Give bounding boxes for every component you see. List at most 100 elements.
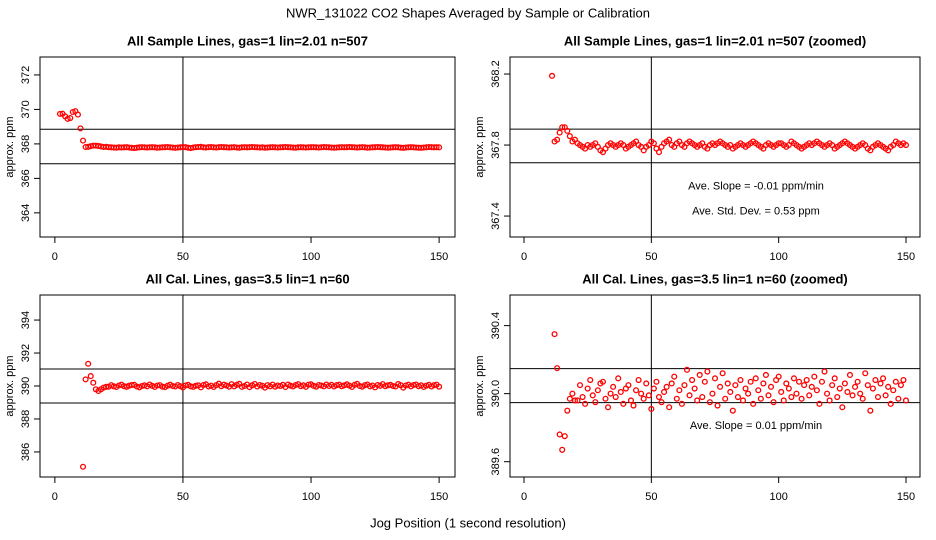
data-point <box>582 400 589 407</box>
data-point <box>729 407 736 414</box>
x-tick-label: 0 <box>52 491 58 503</box>
data-point <box>826 397 833 404</box>
data-point <box>615 375 622 382</box>
data-point <box>576 382 584 389</box>
data-point <box>780 397 787 404</box>
y-axis-label: approx. ppm <box>4 116 16 177</box>
y-tick-label: 367.8 <box>490 131 502 159</box>
x-tick-label: 150 <box>430 491 448 503</box>
data-point <box>722 395 729 402</box>
data-point <box>668 380 675 387</box>
y-tick-label: 394 <box>20 311 32 329</box>
data-point <box>699 394 706 401</box>
data-point <box>645 392 652 399</box>
data-point <box>559 446 566 453</box>
data-point <box>801 382 808 389</box>
data-point <box>612 394 619 401</box>
data-point <box>762 371 769 378</box>
y-tick-label: 370 <box>20 100 32 118</box>
data-point <box>857 390 864 397</box>
x-tick-label: 100 <box>769 491 787 503</box>
data-point <box>389 382 397 390</box>
x-tick-label: 100 <box>302 251 320 263</box>
data-point <box>745 390 752 397</box>
data-point <box>767 383 775 390</box>
panel-title: All Cal. Lines, gas=3.5 lin=1 n=60 <box>145 271 349 286</box>
data-point <box>128 381 135 389</box>
y-tick-label: 390.0 <box>490 380 502 408</box>
panel-title: All Sample Lines, gas=1 lin=2.01 n=507 (… <box>564 33 866 48</box>
data-point <box>755 387 762 394</box>
y-tick-label: 368.2 <box>490 60 502 88</box>
data-point <box>686 392 693 399</box>
data-point <box>844 388 851 396</box>
plot-frame <box>509 56 921 238</box>
data-point <box>103 383 110 390</box>
data-point <box>85 360 92 367</box>
data-point <box>900 376 907 384</box>
data-point <box>852 383 859 390</box>
x-tick-label: 100 <box>302 491 320 503</box>
x-tick-label: 150 <box>897 491 915 503</box>
data-point <box>872 376 879 384</box>
data-point <box>56 110 64 117</box>
data-point <box>757 395 764 402</box>
data-point <box>689 376 696 384</box>
x-tick-label: 50 <box>177 491 189 503</box>
data-point <box>783 380 790 387</box>
data-point <box>902 141 910 149</box>
data-point <box>877 380 884 387</box>
data-point <box>706 399 713 406</box>
data-point <box>574 397 581 404</box>
data-point <box>859 395 866 402</box>
data-point <box>709 390 716 397</box>
figure-title: NWR_131022 CO2 Shapes Averaged by Sample… <box>286 5 650 20</box>
data-point <box>727 388 734 396</box>
data-point <box>778 388 785 396</box>
data-point <box>650 385 657 392</box>
data-point <box>604 404 612 411</box>
data-point <box>831 375 838 382</box>
data-point <box>556 129 563 136</box>
data-point <box>765 392 772 399</box>
x-tick-label: 50 <box>177 251 189 263</box>
data-point <box>788 394 795 401</box>
data-point <box>655 394 663 401</box>
data-point <box>902 397 910 404</box>
data-point <box>633 387 640 394</box>
data-point <box>742 385 749 392</box>
data-point <box>666 404 673 411</box>
data-point <box>846 371 854 378</box>
data-point <box>79 137 87 144</box>
data-point <box>897 382 904 389</box>
data-point <box>864 382 871 389</box>
data-point <box>436 383 443 390</box>
data-point <box>834 394 841 401</box>
data-point <box>74 111 81 118</box>
data-point <box>676 387 683 394</box>
data-point <box>673 395 680 402</box>
data-point <box>892 378 899 385</box>
y-tick-label: 392 <box>20 344 32 362</box>
data-point <box>854 378 861 385</box>
data-point <box>589 392 596 399</box>
annotation: Ave. Slope = -0.01 ppm/min <box>688 181 824 193</box>
data-point <box>862 370 869 377</box>
data-point <box>599 378 607 385</box>
y-tick-label: 366 <box>20 169 32 187</box>
data-point <box>587 376 594 384</box>
x-tick-label: 150 <box>897 251 915 263</box>
y-tick-label: 372 <box>20 66 32 84</box>
data-point <box>895 395 902 402</box>
data-point <box>775 140 782 147</box>
data-point <box>790 375 797 382</box>
data-point <box>554 365 561 372</box>
annotation: Ave. Std. Dev. = 0.53 ppm <box>692 206 820 218</box>
data-point <box>630 402 637 409</box>
data-point <box>683 366 691 373</box>
data-point <box>625 382 632 389</box>
data-point <box>760 380 767 387</box>
data-point <box>739 397 747 404</box>
data-point <box>696 371 703 378</box>
